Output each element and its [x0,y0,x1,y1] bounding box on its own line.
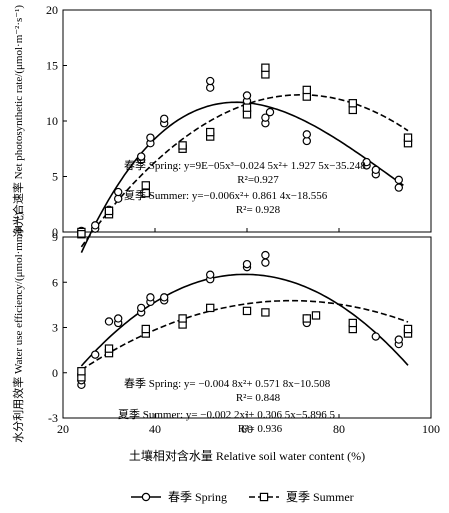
legend-marker-circle [141,492,151,502]
spring-point [242,259,252,269]
legend: 春季 Spring 夏季 Summer [131,490,354,504]
spring-point [136,303,146,313]
spring-point [136,152,146,161]
legend-marker-square [259,492,269,502]
summer-point [261,63,270,72]
spring-r2: R²= 0.848 [236,392,281,404]
y-tick-label: 0 [52,366,58,380]
spring-point [242,91,252,100]
summer-point [77,230,86,239]
y-axis-label: 水分利用效率 Water use efficiency/(μmol·mmol⁻¹… [11,212,25,443]
summer-equation: 夏季 Summer: y=−0.006x²+ 0.861 4x−18.556 [124,189,328,202]
x-axis-ticks [62,228,432,232]
summer-point [311,311,321,320]
legend-label-summer: 夏季 Summer [286,490,354,504]
y-tick-label: 6 [52,275,58,289]
water-use-efficiency-panel: -3 0 3 6 9 20 40 60 80 100 水分利用效率 Water use effi… [11,212,440,463]
spring-point [394,183,403,192]
y-tick-label: 15 [46,59,58,73]
y-tick-label: -3 [48,411,58,425]
summer-point [141,324,150,334]
spring-point [113,187,123,197]
summer-point [261,308,270,317]
photosynthesis-panel: 0 5 10 15 20 净光合速率 Net photosynthetic rate/(… [11,3,432,253]
spring-point [104,317,114,326]
summer-point [104,206,114,216]
data-points [77,63,413,239]
y-axis-ticks: 0 5 10 15 20 [46,3,67,239]
summer-point [178,314,187,323]
spring-point [113,314,123,323]
summer-equation: 夏季 Summer: y= −0.002 2x²+ 0.306 5x−5.896… [118,408,335,421]
x-axis-label: 土壤相对含水量 Relative soil water content (%) [129,448,365,463]
summer-point [206,303,215,313]
summer-point [302,314,312,323]
summer-point [403,133,413,142]
fit-curves [80,273,409,371]
spring-point [205,76,215,86]
data-points [77,250,413,390]
summer-r2: R²= 0.936 [238,423,283,435]
y-tick-label: 0 [52,225,58,239]
spring-point [394,335,403,344]
spring-point [261,113,270,122]
summer-point [302,85,312,95]
y-tick-label: 3 [52,321,58,335]
legend-item-spring: 春季 Spring [131,490,227,504]
spring-point [146,293,155,302]
y-tick-label: 10 [46,114,58,128]
x-axis-ticks: 20 40 60 80 100 [57,414,440,436]
spring-equation: 春季 Spring: y= −0.004 8x²+ 0.571 8x−10.50… [124,377,331,390]
x-tick-label: 80 [333,422,345,436]
x-tick-label: 40 [149,422,161,436]
legend-item-summer: 夏季 Summer [249,490,354,504]
spring-point [362,157,371,167]
summer-point [403,324,413,334]
y-tick-label: 5 [52,170,58,184]
spring-point [302,130,311,139]
spring-point [205,270,215,279]
spring-point [146,133,155,142]
spring-point [371,165,380,175]
summer-point [77,367,86,376]
y-axis-label: 净光合速率 Net photosynthetic rate/(μmol·m⁻²·… [11,5,25,237]
spring-point [159,114,169,123]
summer-point [141,181,150,190]
spring-point [265,107,275,117]
spring-point [159,293,169,302]
y-tick-label: 20 [46,3,58,17]
spring-r2: R²=0.927 [237,174,279,186]
x-tick-label: 20 [57,422,69,436]
spring-fit-curve [80,273,409,367]
summer-point [348,318,358,328]
spring-point [261,250,270,260]
summer-point [242,306,252,316]
spring-point [90,350,100,359]
summer-point [178,141,187,150]
spring-equation: 春季 Spring: y=9E−05x³−0.024 5x²+ 1.927 5x… [124,159,366,172]
y-axis-ticks: -3 0 3 6 9 [48,230,67,425]
spring-point [261,258,270,267]
summer-point [242,103,252,112]
x-tick-label: 100 [422,422,440,436]
legend-label-spring: 春季 Spring [168,490,227,504]
summer-r2: R²= 0.928 [236,204,281,216]
spring-point [90,221,100,230]
summer-point [206,127,215,137]
spring-fit-curve [80,101,404,253]
x-tick-label: 60 [241,422,253,436]
summer-point [348,99,358,108]
spring-point [394,175,403,185]
y-tick-label: 9 [52,230,58,244]
summer-point [104,344,114,353]
spring-point [371,332,380,341]
